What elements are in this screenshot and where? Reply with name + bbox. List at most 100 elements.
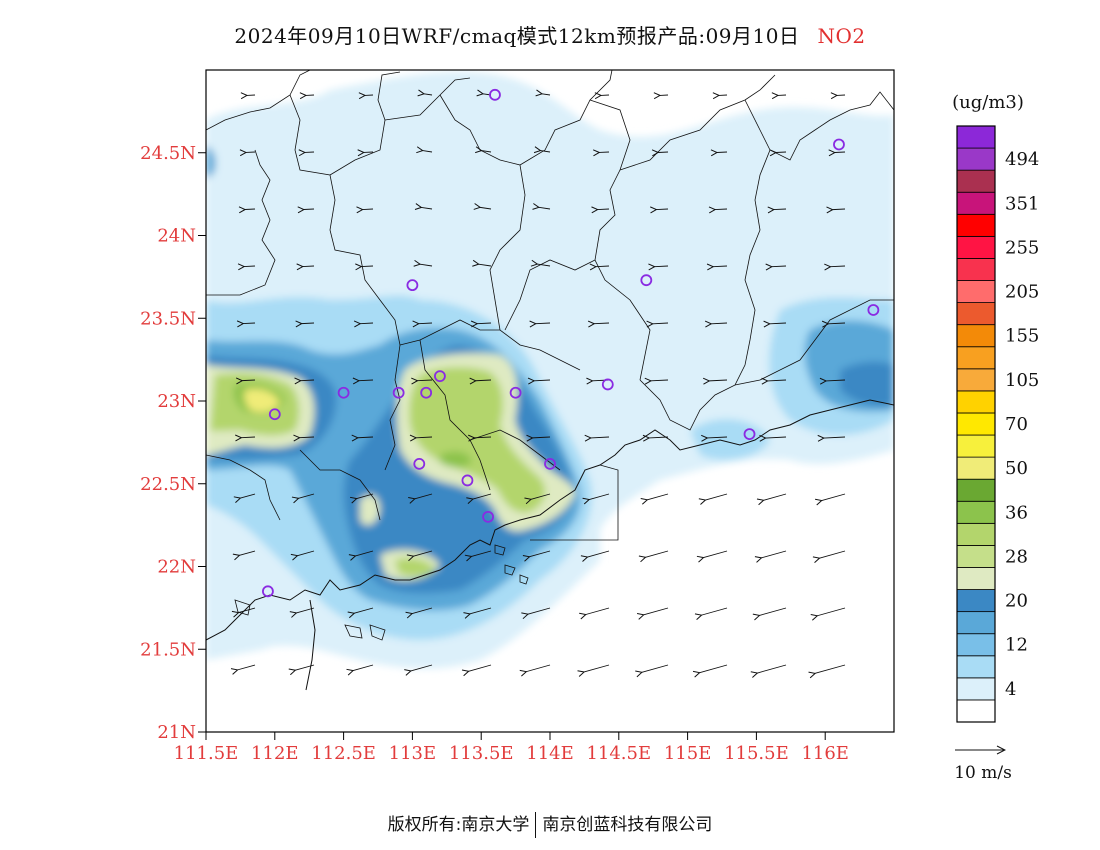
contour-20-e (840, 361, 894, 407)
border-line (399, 319, 581, 371)
wind-arrow (770, 323, 787, 324)
wind-arrow (469, 664, 492, 671)
colorbar-bin (956, 147, 996, 171)
wind-arrow (526, 664, 551, 672)
wind-arrow (470, 607, 492, 614)
wind-arrow (417, 380, 433, 381)
island (519, 574, 529, 585)
station-marker (509, 386, 522, 399)
wind-arrow (644, 607, 669, 615)
wind-arrow (586, 607, 610, 614)
wind-arrow (656, 209, 669, 210)
wind-arrow (537, 264, 551, 266)
wind-arrow (239, 607, 256, 613)
colorbar-bin (956, 213, 996, 237)
wind-arrow (413, 550, 433, 556)
colorbar-label: 155 (1005, 326, 1039, 347)
station-marker (461, 474, 474, 487)
wind-arrow (833, 209, 846, 210)
species-label: NO2 (817, 24, 866, 48)
no2-concentration-field (206, 70, 894, 732)
wind-arrow (703, 550, 728, 558)
wind-arrow (830, 266, 846, 267)
wind-arrow (757, 664, 787, 673)
wind-arrow (713, 266, 728, 267)
station-marker (544, 457, 556, 470)
wind-arrow (419, 323, 433, 324)
colorbar-bin (956, 412, 996, 436)
colorbar-label: 205 (1005, 282, 1039, 303)
colorbar-bin (956, 611, 996, 635)
border-line (519, 70, 613, 166)
colorbar-bin (956, 434, 996, 458)
border-line (639, 299, 894, 431)
wind-arrow (772, 266, 787, 267)
wind-arrow (423, 151, 433, 152)
wind-arrow (645, 550, 669, 557)
wind-arrow (531, 493, 551, 499)
lat-tick-label: 24N (157, 226, 196, 247)
wind-arrow (647, 493, 669, 500)
wind-arrow (820, 550, 846, 558)
wind-arrow (296, 607, 315, 613)
contour-36-pearl (409, 367, 546, 513)
station-marker (482, 510, 494, 523)
wind-arrow (534, 380, 551, 381)
wind-arrow (774, 209, 787, 210)
wind-arrow (598, 209, 610, 210)
lat-tick-label: 24.5N (140, 143, 196, 164)
island (504, 564, 516, 576)
wind-arrow (655, 266, 669, 267)
coastline (206, 399, 894, 641)
wind-arrow (241, 437, 256, 438)
contour-36-c (440, 451, 472, 468)
colorbar-bin (956, 125, 996, 149)
wind-arrow (363, 209, 374, 210)
contour-36-sw (395, 558, 435, 577)
wind-arrow (476, 380, 492, 381)
wind-arrow (480, 207, 492, 209)
wind-arrow (642, 664, 669, 672)
monitoring-stations (262, 88, 880, 598)
wind-arrow (766, 437, 787, 438)
contour-50 (244, 388, 280, 413)
wind-arrow (822, 493, 846, 501)
colorbar-bin (956, 191, 996, 215)
station-marker (743, 428, 756, 441)
wind-arrow (358, 437, 374, 438)
island (234, 599, 251, 616)
wind-arrow (529, 550, 551, 557)
wind-arrow (421, 207, 433, 209)
wind-arrow (479, 264, 492, 266)
wind-arrow (304, 209, 315, 210)
wind-arrow (242, 380, 256, 381)
colorbar-bin (956, 324, 996, 348)
colorbar-label: 50 (1005, 458, 1028, 479)
wind-arrow (596, 266, 610, 267)
footer-separator (535, 812, 537, 838)
station-marker (262, 585, 274, 598)
lon-tick-label: 115E (664, 743, 712, 764)
wind-arrow (815, 664, 846, 673)
org-nju: 南京大学 (461, 815, 530, 835)
colorbar-unit: (ug/m3) (952, 92, 1024, 113)
wind-arrow (239, 550, 256, 555)
wind-arrow (357, 493, 374, 499)
wind-arrow (240, 493, 256, 498)
station-marker (833, 138, 845, 151)
contour-4-south (206, 542, 308, 660)
border-line (206, 149, 276, 296)
wind-arrow (299, 493, 315, 498)
wind-arrow (528, 607, 551, 614)
wind-arrow (361, 266, 374, 267)
border-line (439, 94, 526, 331)
lon-tick-label: 114E (526, 743, 574, 764)
colorbar-bin (956, 677, 996, 701)
colorbar-bin (956, 500, 996, 524)
wind-arrow (355, 550, 374, 556)
colorbar-bin (956, 633, 996, 657)
station-marker (420, 386, 433, 399)
border-line (530, 464, 619, 541)
